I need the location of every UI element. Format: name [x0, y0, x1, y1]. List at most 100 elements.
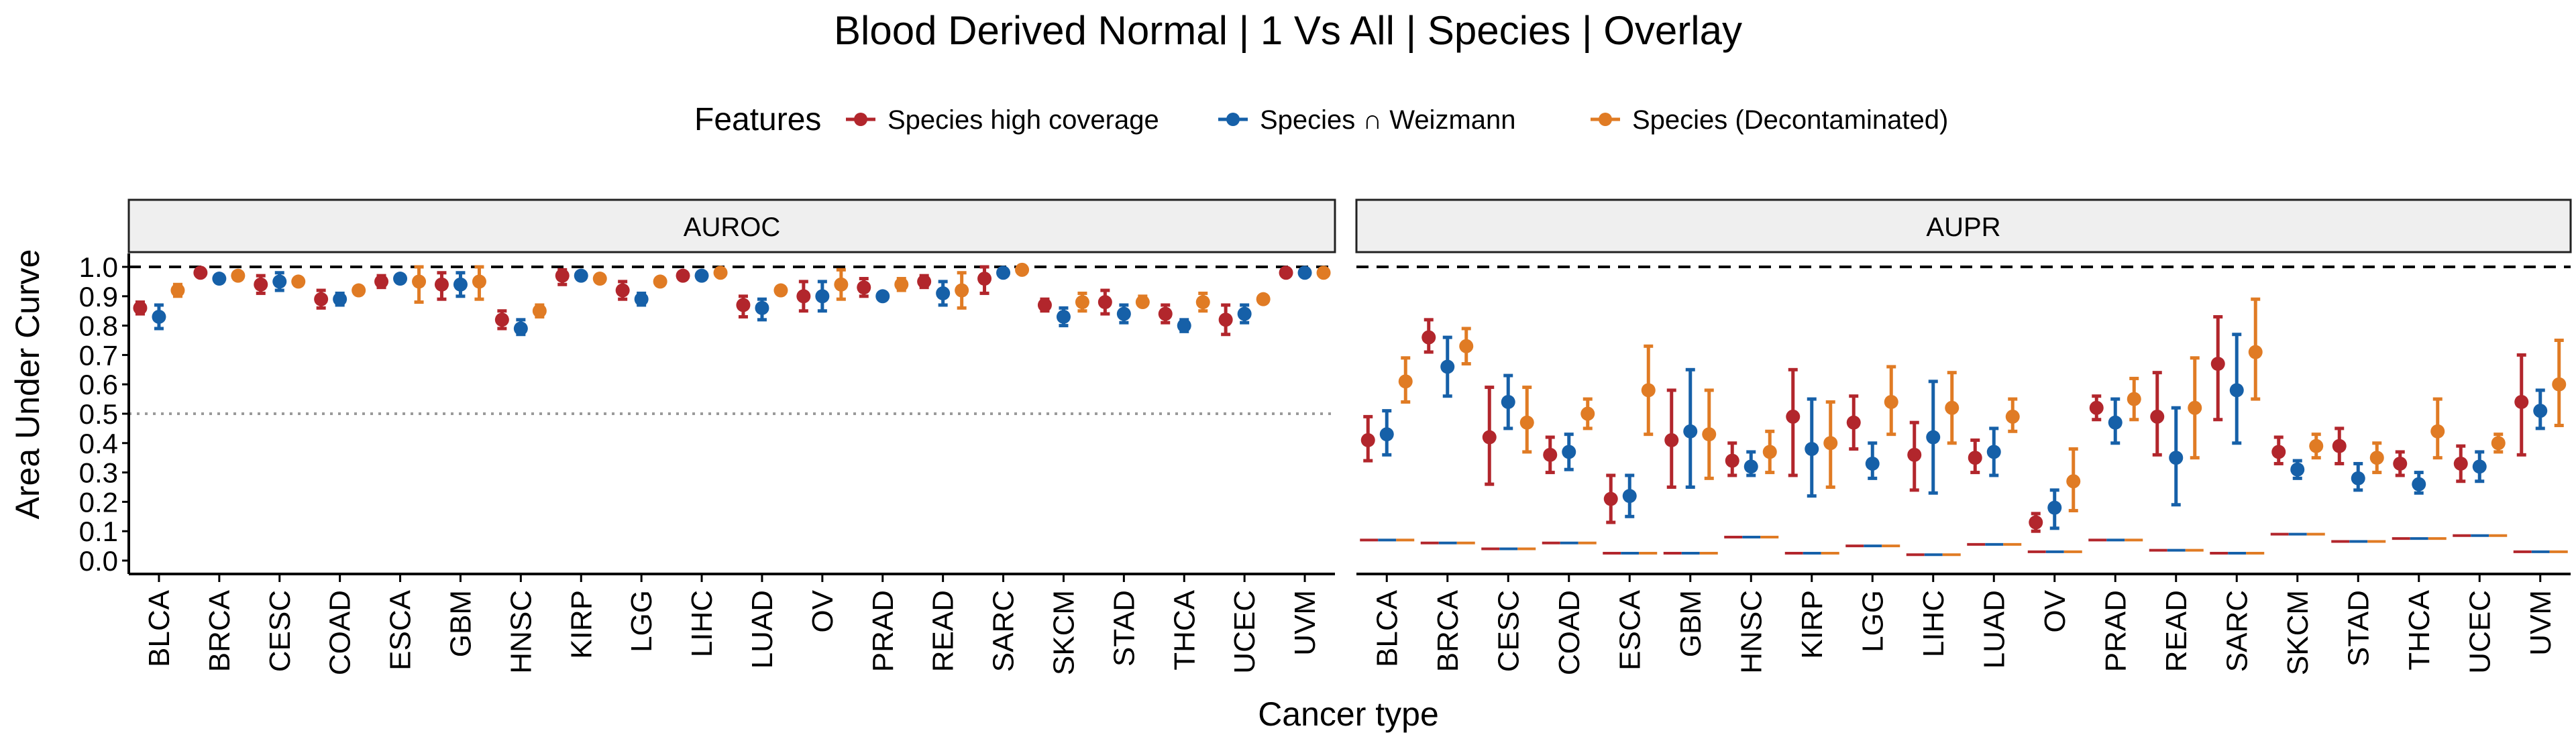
data-point [1968, 451, 1982, 465]
data-point [374, 274, 389, 289]
data-point [2290, 462, 2305, 477]
data-point [2552, 377, 2567, 392]
x-tick-label: CESC [1492, 590, 1525, 672]
y-axis-label: Area Under Curve [9, 249, 46, 520]
x-tick-label: SARC [2220, 590, 2253, 672]
data-point [2491, 436, 2506, 451]
x-tick-label: LUAD [746, 590, 779, 669]
x-tick-label: ESCA [384, 589, 417, 670]
x-tick-label: HNSC [1735, 590, 1768, 674]
data-point [272, 274, 287, 289]
y-tick-label: 0.9 [79, 281, 118, 312]
x-tick-label: COAD [1553, 590, 1586, 675]
data-point [955, 283, 969, 298]
data-point [170, 283, 185, 298]
data-point [736, 298, 751, 312]
data-point [977, 272, 992, 286]
y-tick-label: 0.8 [79, 310, 118, 342]
y-tick-label: 0.5 [79, 398, 118, 430]
data-point [1316, 266, 1331, 280]
data-point [1097, 295, 1112, 310]
data-point [513, 321, 528, 336]
data-point [857, 280, 871, 295]
data-point [2029, 515, 2043, 530]
data-point [694, 268, 709, 283]
y-tick-label: 0.0 [79, 545, 118, 577]
data-point [133, 300, 148, 315]
data-point [291, 274, 306, 289]
data-point [634, 292, 649, 306]
data-point [875, 289, 890, 304]
data-point [1459, 339, 1474, 353]
data-point [1786, 409, 1801, 424]
x-tick-label: GBM [444, 590, 477, 657]
data-point [653, 274, 667, 289]
x-axis-label: Cancer type [1258, 695, 1439, 733]
data-point [1421, 330, 1436, 345]
x-tick-label: READ [927, 590, 960, 672]
x-tick-label: KIRP [565, 590, 598, 659]
data-point [1926, 430, 1941, 445]
data-point [2210, 357, 2225, 371]
x-tick-label: CESC [264, 590, 297, 672]
data-point [2005, 409, 2020, 424]
data-point [2229, 383, 2244, 398]
facet-strip-label: AUPR [1926, 213, 2000, 242]
data-point [1865, 456, 1880, 471]
panel-auroc: AUROC 0.00.10.20.30.40.50.60.70.80.91.0 BL… [79, 198, 1336, 675]
x-tick-label: OV [2039, 589, 2072, 632]
data-point [1482, 430, 1497, 445]
data-point [2309, 439, 2324, 453]
data-point [1158, 306, 1173, 321]
legend-label: Species (Decontaminated) [1632, 105, 1948, 135]
data-point [1846, 415, 1861, 430]
x-tick-label: STAD [1108, 590, 1140, 667]
data-point [1379, 427, 1394, 442]
data-point [592, 272, 607, 286]
data-point [314, 292, 329, 306]
data-point [2066, 474, 2081, 489]
data-point [2108, 415, 2123, 430]
x-tick-label: BLCA [143, 589, 176, 667]
data-point [1135, 295, 1150, 310]
data-point [1015, 262, 1030, 277]
data-point [996, 266, 1011, 280]
data-point [2047, 500, 2062, 515]
legend-label: Species ∩ Weizmann [1260, 105, 1516, 135]
data-point [2351, 471, 2365, 485]
data-point [1218, 312, 1233, 327]
data-point [453, 277, 468, 292]
x-tick-label: ESCA [1613, 589, 1646, 670]
data-point [434, 277, 449, 292]
x-tick-label: PRAD [2099, 590, 2132, 672]
data-point [1641, 383, 1656, 398]
data-point [574, 268, 588, 283]
data-point [1725, 453, 1739, 468]
data-point [1237, 306, 1252, 321]
data-point [676, 268, 690, 283]
data-point [352, 283, 366, 298]
y-tick-label: 1.0 [79, 251, 118, 283]
data-point [796, 289, 811, 304]
data-point [1398, 374, 1413, 389]
legend-entries: Species high coverage Species ∩ Weizmann S… [846, 105, 1948, 135]
x-tick-label: BRCA [203, 589, 236, 672]
data-point [2150, 409, 2165, 424]
data-point [2514, 394, 2529, 409]
data-point [1945, 400, 1960, 415]
legend-key-point [1599, 113, 1612, 126]
legend-label: Species high coverage [888, 105, 1159, 135]
facet-strip [1355, 198, 2572, 253]
data-point [773, 283, 788, 298]
data-point [555, 268, 570, 283]
data-point [152, 309, 166, 324]
data-point [1360, 432, 1375, 447]
data-point [1440, 359, 1455, 374]
data-point [193, 266, 208, 280]
data-point [412, 274, 427, 289]
y-tick-label: 0.7 [79, 339, 118, 371]
x-tick-label: LIHC [1917, 590, 1950, 657]
data-point [393, 272, 408, 286]
x-tick-label: LIHC [686, 590, 718, 657]
